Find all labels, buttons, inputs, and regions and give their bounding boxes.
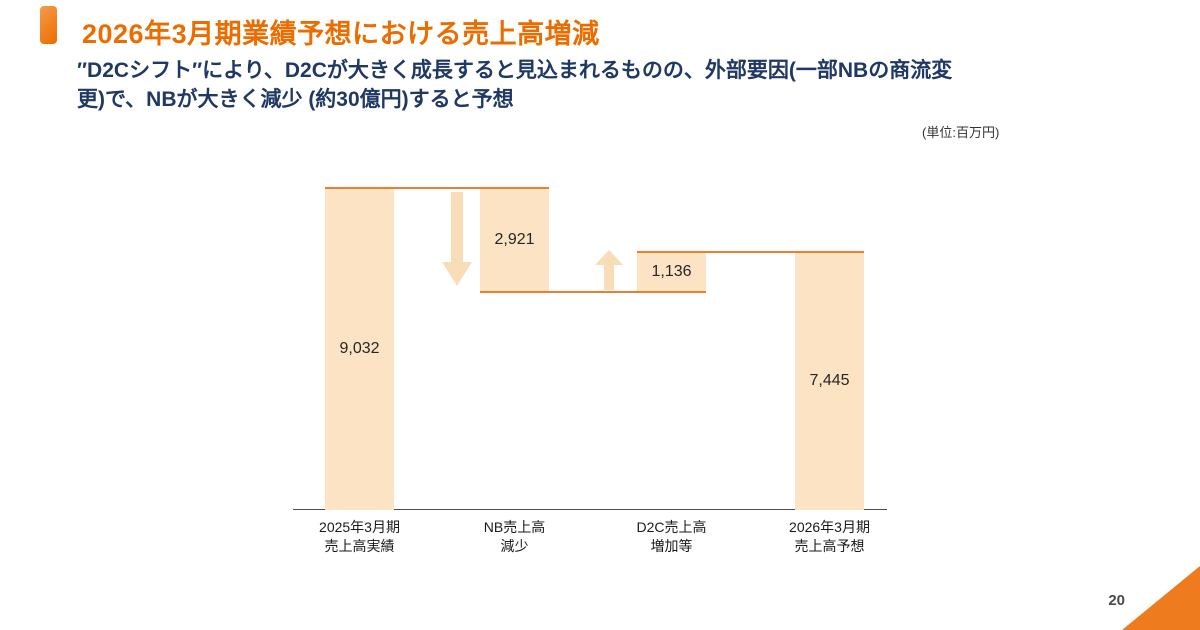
subtitle-line: ″D2Cシフト″により、D2Cが大きく成長すると見込まれるものの、外部要因(一部…	[77, 59, 953, 82]
category-label-line: 売上高予想	[794, 538, 865, 554]
decrease-arrow-icon	[442, 192, 472, 286]
bar-value-label: 9,032	[339, 340, 380, 357]
category-label-line: 2026年3月期	[789, 519, 870, 535]
category-label-line: 2025年3月期	[319, 519, 400, 535]
x-axis-line	[293, 509, 887, 510]
category-label: 2025年3月期 売上高実績	[285, 518, 435, 556]
page-number: 20	[1108, 592, 1125, 609]
connector-line	[637, 250, 864, 253]
corner-decoration	[1122, 566, 1200, 630]
bar-value-label: 2,921	[494, 231, 535, 249]
waterfall-bar-4	[795, 251, 864, 510]
unit-note: (単位:百万円)	[922, 125, 1000, 140]
category-label-line: D2C売上高	[636, 519, 707, 535]
category-label-line: NB売上高	[483, 519, 546, 535]
connector-line	[480, 291, 706, 294]
increase-arrow-icon	[595, 250, 623, 290]
title-accent-bar	[40, 6, 57, 44]
category-label: D2C売上高 増加等	[597, 518, 747, 556]
waterfall-bar-2	[480, 188, 549, 293]
category-label-line: 減少	[500, 538, 529, 554]
connector-line	[325, 187, 549, 189]
bar-value-label: 1,136	[651, 262, 692, 280]
subtitle: ″D2Cシフト″により、D2Cが大きく成長すると見込まれるものの、外部要因(一部…	[77, 56, 1157, 114]
category-label-line: 売上高実績	[324, 538, 395, 554]
category-label: NB売上高減少	[440, 518, 590, 556]
waterfall-chart: 9,032 2025年3月期 売上高実績 2,921 NB売上高減少 1,136 D2C売上…	[275, 150, 915, 590]
waterfall-bar-1	[325, 188, 394, 510]
waterfall-bar-3	[637, 251, 706, 293]
category-label: 2026年3月期 売上高予想	[755, 518, 905, 556]
category-label-line: 増加等	[650, 538, 693, 554]
subtitle-line: 更)で、NBが大きく減少 (約30億円)すると予想	[77, 88, 514, 111]
bar-value-label: 7,445	[809, 371, 850, 389]
page-title: 2026年3月期業績予想における売上高増減	[82, 19, 600, 49]
